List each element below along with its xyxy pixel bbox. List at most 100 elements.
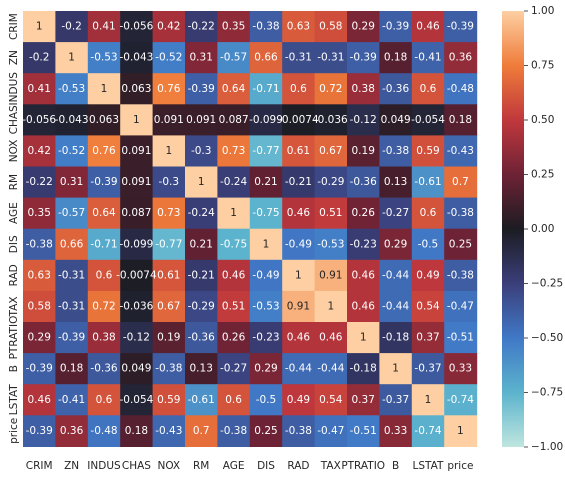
cell-value-label: 0.6 bbox=[96, 394, 113, 406]
heatmap-cell bbox=[411, 353, 445, 385]
cell-value-label: -0.39 bbox=[58, 332, 85, 344]
heatmap-cell bbox=[249, 166, 283, 199]
cell-value-label: -0.51 bbox=[350, 425, 377, 437]
colorbar bbox=[502, 11, 524, 447]
cell-value-label: 0.35 bbox=[222, 21, 245, 33]
x-tick-label: AGE bbox=[223, 460, 245, 472]
heatmap-cell bbox=[23, 42, 56, 74]
cell-value-label: 0.67 bbox=[319, 145, 342, 157]
cell-value-label: -0.099 bbox=[119, 238, 153, 250]
heatmap-cell bbox=[249, 197, 283, 230]
heatmap-cell bbox=[411, 135, 445, 168]
cell-value-label: 0.21 bbox=[254, 176, 277, 188]
cell-value-label: 0.26 bbox=[352, 207, 376, 219]
heatmap-cell bbox=[185, 290, 218, 323]
heatmap-cell bbox=[444, 197, 478, 230]
cell-value-label: -0.77 bbox=[155, 238, 182, 250]
cell-value-label: -0.23 bbox=[252, 332, 279, 344]
heatmap-cell bbox=[347, 104, 380, 136]
cell-value-label: -0.39 bbox=[188, 83, 215, 95]
cell-value-label: 0.64 bbox=[222, 83, 246, 95]
colorbar-tick-label: −1.00 bbox=[531, 441, 563, 453]
heatmap-cell bbox=[152, 415, 186, 447]
cell-value-label: -0.3 bbox=[191, 145, 212, 157]
heatmap-cell bbox=[282, 11, 316, 43]
heatmap-cell bbox=[249, 42, 283, 74]
heatmap-cell bbox=[23, 73, 56, 105]
cell-value-label: 1 bbox=[133, 114, 140, 126]
heatmap-cell bbox=[444, 104, 478, 136]
cell-value-label: -0.39 bbox=[350, 52, 377, 64]
heatmap-cell bbox=[55, 42, 89, 74]
heatmap-cell bbox=[55, 135, 89, 168]
heatmap-cell bbox=[152, 259, 186, 292]
heatmap-cell bbox=[87, 259, 121, 292]
heatmap-cell bbox=[249, 73, 283, 105]
cell-value-label: 0.6 bbox=[96, 269, 113, 281]
cell-value-label: -0.0074 bbox=[278, 114, 319, 126]
cell-value-label: 0.42 bbox=[28, 145, 51, 157]
cell-value-label: 1 bbox=[165, 145, 172, 157]
heatmap-cell bbox=[249, 104, 283, 136]
cell-value-label: 0.54 bbox=[319, 394, 343, 406]
cell-value-label: 0.46 bbox=[222, 269, 246, 281]
heatmap-cell bbox=[217, 353, 251, 385]
heatmap-cell bbox=[411, 384, 445, 416]
heatmap-cell bbox=[120, 353, 154, 385]
heatmap-cell bbox=[314, 42, 348, 74]
cell-value-label: 0.72 bbox=[319, 83, 342, 95]
cell-value-label: -0.57 bbox=[220, 52, 247, 64]
heatmap-annotations: 1 -0.2 0.41 -0.056 0.42 -0.22 0.35 -0.38 0.63 0.5… bbox=[22, 21, 474, 437]
heatmap-cell bbox=[249, 228, 283, 261]
heatmap-cell bbox=[185, 384, 218, 416]
cell-value-label: 0.46 bbox=[287, 332, 311, 344]
cell-value-label: -0.056 bbox=[119, 21, 153, 33]
heatmap-cell bbox=[314, 415, 348, 447]
heatmap-cell bbox=[411, 11, 445, 43]
cell-value-label: 0.049 bbox=[381, 114, 411, 126]
heatmap-cell bbox=[217, 290, 251, 323]
heatmap-cell bbox=[379, 135, 413, 168]
cell-value-label: 0.18 bbox=[125, 425, 148, 437]
heatmap-cell bbox=[347, 259, 380, 292]
cell-value-label: 0.38 bbox=[352, 83, 375, 95]
heatmap-cell bbox=[55, 322, 89, 354]
cell-value-label: 0.31 bbox=[190, 52, 213, 64]
x-tick-label: B bbox=[392, 460, 399, 472]
cell-value-label: -0.054 bbox=[119, 394, 153, 406]
cell-value-label: -0.36 bbox=[350, 176, 377, 188]
cell-value-label: -0.52 bbox=[58, 145, 85, 157]
heatmap-cell bbox=[55, 228, 89, 261]
heatmap-cell bbox=[379, 290, 413, 323]
cell-value-label: -0.5 bbox=[256, 394, 277, 406]
heatmap-cell bbox=[282, 415, 316, 447]
heatmap-cell bbox=[314, 290, 348, 323]
cell-value-label: -0.43 bbox=[155, 425, 182, 437]
cell-value-label: -0.18 bbox=[350, 363, 377, 375]
cell-value-label: 1 bbox=[198, 176, 205, 188]
heatmap-cell bbox=[217, 135, 251, 168]
y-tick-label: ZN bbox=[8, 50, 20, 65]
heatmap-cells bbox=[23, 11, 478, 447]
heatmap-cell bbox=[411, 104, 445, 136]
heatmap-cell bbox=[217, 322, 251, 354]
heatmap-cell bbox=[55, 197, 89, 230]
cell-value-label: 0.59 bbox=[416, 145, 439, 157]
heatmap-cell bbox=[282, 322, 316, 354]
heatmap-cell bbox=[23, 259, 56, 292]
heatmap-cell bbox=[347, 135, 380, 168]
cell-value-label: 0.7 bbox=[452, 176, 469, 188]
cell-value-label: -0.36 bbox=[90, 363, 117, 375]
cell-value-label: 0.19 bbox=[352, 145, 375, 157]
cell-value-label: -0.24 bbox=[220, 176, 247, 188]
cell-value-label: 0.18 bbox=[449, 114, 472, 126]
cell-value-label: -0.37 bbox=[382, 394, 409, 406]
cell-value-label: -0.39 bbox=[26, 425, 53, 437]
heatmap-cell bbox=[185, 228, 218, 261]
heatmap-cell bbox=[249, 11, 283, 43]
heatmap-cell bbox=[120, 11, 154, 43]
cell-value-label: -0.31 bbox=[58, 300, 85, 312]
y-tick-label: PTRATIO bbox=[8, 316, 20, 360]
heatmap-cell bbox=[249, 322, 283, 354]
heatmap-cell bbox=[152, 104, 186, 136]
